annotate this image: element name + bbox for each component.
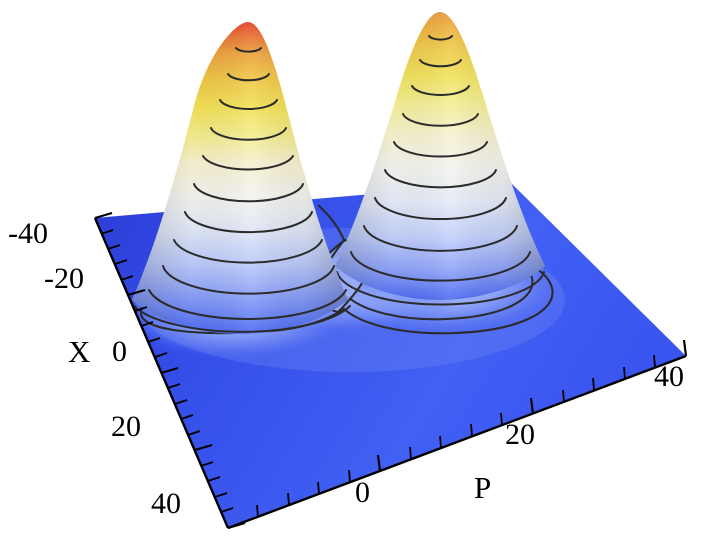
p-axis-line <box>227 354 687 530</box>
x-tick-label-40: 40 <box>151 487 181 520</box>
p-tick-label-40: 40 <box>654 360 684 393</box>
x-axis-ticks <box>94 211 246 530</box>
x-tick-label-20: 20 <box>111 410 141 443</box>
left-peak <box>132 22 351 334</box>
x-axis-title: X <box>68 334 91 369</box>
p-axis-title: P <box>474 470 492 505</box>
p-tick-label-0: 0 <box>355 476 370 509</box>
x-tick-label-0: 0 <box>112 335 127 368</box>
x-tick-label--40: -40 <box>8 217 48 250</box>
p-tick-label-20: 20 <box>505 418 535 451</box>
right-peak <box>335 12 545 306</box>
p-axis-ticks <box>256 339 688 518</box>
x-tick-label--20: -20 <box>44 262 84 295</box>
